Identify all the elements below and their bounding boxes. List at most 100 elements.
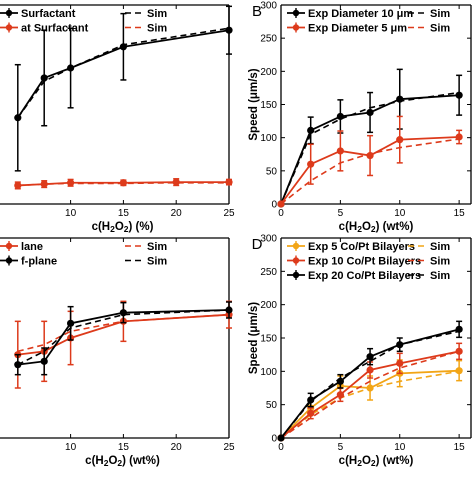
data-point bbox=[225, 26, 233, 34]
plot-area bbox=[14, 300, 233, 389]
legend-swatch-marker bbox=[5, 242, 13, 250]
x-axis-label: c(H2O2) (wt%) bbox=[339, 221, 414, 234]
legend-swatch-marker bbox=[5, 24, 13, 31]
y-tick-label: 50 bbox=[266, 166, 278, 177]
legend-label: Sim bbox=[430, 256, 450, 268]
series-1 bbox=[17, 27, 230, 119]
series-3 bbox=[17, 309, 230, 366]
y-tick-label: 50 bbox=[266, 400, 278, 411]
x-tick-label: 0 bbox=[278, 442, 284, 453]
legend: Exp Diameter 10 μm Sim Exp Diameter 5 μm Si… bbox=[287, 8, 450, 35]
series-2 bbox=[14, 301, 233, 376]
legend-label: Exp 5 Co/Pt Bilayers bbox=[308, 241, 415, 253]
legend-label: Sim bbox=[147, 23, 167, 35]
legend-label: Exp Diameter 5 μm bbox=[308, 23, 407, 35]
series-1 bbox=[17, 313, 230, 353]
series-line bbox=[280, 136, 460, 205]
legend-label: Exp 10 Co/Pt Bilayers bbox=[308, 256, 421, 268]
y-tick-label: 300 bbox=[260, 1, 277, 12]
legend-label: Sim bbox=[430, 8, 450, 20]
y-tick-label: 150 bbox=[260, 100, 277, 111]
x-axis-label: c(H2O2) (wt%) bbox=[85, 455, 160, 468]
x-tick-label: 5 bbox=[338, 208, 344, 219]
series-0 bbox=[277, 68, 463, 208]
series-line bbox=[17, 181, 229, 187]
x-axis-label: c(H2O2) (%) bbox=[92, 221, 154, 234]
y-tick-label: 250 bbox=[260, 267, 277, 278]
y-tick-label: 100 bbox=[260, 367, 277, 378]
data-point bbox=[336, 147, 344, 155]
legend-label: Exp 20 Co/Pt Bilayers bbox=[308, 270, 421, 282]
data-point bbox=[307, 396, 315, 404]
series-line bbox=[280, 350, 460, 439]
legend-label: Surfactant bbox=[21, 8, 76, 20]
y-tick-label: 300 bbox=[260, 234, 277, 245]
x-tick-label: 10 bbox=[394, 442, 406, 453]
legend-swatch-marker bbox=[292, 257, 300, 264]
data-point bbox=[307, 160, 315, 168]
series-3 bbox=[17, 181, 229, 187]
data-point bbox=[396, 136, 404, 144]
data-point bbox=[172, 178, 180, 186]
series-line bbox=[17, 313, 230, 353]
plot-area bbox=[14, 5, 233, 190]
data-point bbox=[366, 108, 374, 117]
y-tick-label: 0 bbox=[271, 434, 277, 445]
y-tick-label: 100 bbox=[260, 133, 277, 144]
panel-label: B bbox=[252, 3, 262, 20]
x-tick-label: 10 bbox=[65, 208, 77, 219]
x-tick-label: 0 bbox=[278, 208, 284, 219]
panel-A: 10 15 20 25 c(H2O2) (%) Surfactant Sim at Surfa… bbox=[0, 4, 235, 234]
legend-label: Sim bbox=[430, 270, 450, 282]
x-tick-label: 5 bbox=[338, 442, 344, 453]
y-tick-label: 0 bbox=[271, 200, 277, 211]
series-line bbox=[280, 91, 460, 205]
plot-area bbox=[277, 320, 463, 442]
series-2 bbox=[277, 115, 463, 208]
panel-C: 10 15 20 25 c(H2O2) (wt%) lane Sim f-plane Sim bbox=[0, 237, 235, 468]
legend-label: at Surfactant bbox=[21, 23, 89, 35]
series-1 bbox=[280, 91, 460, 205]
legend-swatch-marker bbox=[292, 9, 300, 17]
series-line bbox=[280, 369, 460, 439]
x-tick-label: 20 bbox=[171, 442, 183, 453]
series-line bbox=[280, 94, 460, 205]
legend: Exp 5 Co/Pt Bilayers Sim Exp 10 Co/Pt Bila… bbox=[287, 241, 450, 282]
legend-swatch-marker bbox=[5, 9, 13, 17]
legend-label: f-plane bbox=[21, 256, 57, 268]
x-tick-label: 25 bbox=[223, 208, 235, 219]
plot-area bbox=[277, 68, 463, 208]
data-point bbox=[307, 409, 315, 417]
x-tick-label: 15 bbox=[118, 208, 130, 219]
data-point bbox=[67, 319, 75, 327]
x-tick-label: 15 bbox=[454, 442, 466, 453]
data-point bbox=[40, 180, 48, 188]
legend-swatch-marker bbox=[5, 257, 13, 264]
legend-swatch-marker bbox=[292, 242, 300, 250]
legend-label: Sim bbox=[430, 241, 450, 253]
legend: Surfactant Sim at Surfactant Sim bbox=[0, 8, 167, 35]
data-point bbox=[40, 74, 48, 82]
x-tick-label: 20 bbox=[171, 208, 183, 219]
legend: lane Sim f-plane Sim bbox=[0, 241, 167, 268]
data-point bbox=[40, 357, 48, 365]
x-tick-label: 10 bbox=[65, 442, 77, 453]
y-axis-label: Speed (μm/s) bbox=[248, 302, 260, 374]
series-line bbox=[280, 138, 460, 205]
y-tick-label: 200 bbox=[260, 300, 277, 311]
legend-label: lane bbox=[21, 241, 43, 253]
series-line bbox=[17, 27, 230, 119]
series-line bbox=[17, 309, 230, 366]
data-point bbox=[455, 91, 463, 99]
panel-label: D bbox=[252, 236, 263, 253]
data-point bbox=[366, 353, 374, 361]
data-point bbox=[455, 367, 463, 375]
legend-label: Sim bbox=[430, 23, 450, 35]
x-tick-label: 25 bbox=[223, 442, 235, 453]
series-5 bbox=[280, 330, 460, 439]
x-tick-label: 15 bbox=[454, 208, 466, 219]
